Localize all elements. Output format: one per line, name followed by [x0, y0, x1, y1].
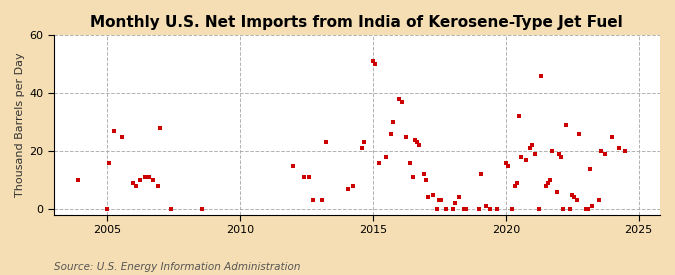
- Point: [104, 161, 115, 165]
- Point: [166, 207, 177, 211]
- Point: [348, 184, 358, 188]
- Point: [288, 163, 298, 168]
- Point: [414, 143, 425, 148]
- Point: [308, 198, 319, 203]
- Point: [545, 178, 556, 182]
- Point: [614, 146, 624, 150]
- Point: [418, 172, 429, 177]
- Point: [474, 207, 485, 211]
- Point: [507, 207, 518, 211]
- Point: [571, 198, 582, 203]
- Point: [387, 120, 398, 124]
- Point: [556, 155, 566, 159]
- Point: [580, 207, 591, 211]
- Point: [434, 198, 445, 203]
- Title: Monthly U.S. Net Imports from India of Kerosene-Type Jet Fuel: Monthly U.S. Net Imports from India of K…: [90, 15, 623, 30]
- Point: [583, 207, 593, 211]
- Point: [547, 149, 558, 153]
- Point: [432, 207, 443, 211]
- Point: [529, 152, 540, 156]
- Point: [540, 184, 551, 188]
- Point: [421, 178, 431, 182]
- Point: [412, 140, 423, 145]
- Point: [567, 192, 578, 197]
- Point: [574, 131, 585, 136]
- Point: [450, 201, 460, 205]
- Point: [317, 198, 327, 203]
- Point: [423, 195, 433, 200]
- Point: [565, 207, 576, 211]
- Point: [491, 207, 502, 211]
- Point: [108, 129, 119, 133]
- Point: [520, 158, 531, 162]
- Point: [401, 134, 412, 139]
- Point: [407, 175, 418, 179]
- Point: [543, 181, 554, 185]
- Point: [73, 178, 84, 182]
- Point: [512, 181, 522, 185]
- Point: [534, 207, 545, 211]
- Point: [144, 175, 155, 179]
- Point: [558, 207, 569, 211]
- Point: [343, 186, 354, 191]
- Text: Source: U.S. Energy Information Administration: Source: U.S. Energy Information Administ…: [54, 262, 300, 272]
- Point: [476, 172, 487, 177]
- Point: [139, 175, 150, 179]
- Point: [607, 134, 618, 139]
- Point: [554, 152, 564, 156]
- Point: [516, 155, 526, 159]
- Point: [148, 178, 159, 182]
- Point: [356, 146, 367, 150]
- Point: [524, 146, 535, 150]
- Y-axis label: Thousand Barrels per Day: Thousand Barrels per Day: [15, 53, 25, 197]
- Point: [197, 207, 208, 211]
- Point: [385, 131, 396, 136]
- Point: [500, 161, 511, 165]
- Point: [560, 123, 571, 127]
- Point: [551, 189, 562, 194]
- Point: [130, 184, 141, 188]
- Point: [153, 184, 163, 188]
- Point: [155, 126, 165, 130]
- Point: [441, 207, 452, 211]
- Point: [358, 140, 369, 145]
- Point: [527, 143, 538, 148]
- Point: [436, 198, 447, 203]
- Point: [303, 175, 314, 179]
- Point: [370, 62, 381, 67]
- Point: [128, 181, 139, 185]
- Point: [536, 74, 547, 78]
- Point: [460, 207, 471, 211]
- Point: [585, 166, 595, 171]
- Point: [509, 184, 520, 188]
- Point: [600, 152, 611, 156]
- Point: [405, 161, 416, 165]
- Point: [135, 178, 146, 182]
- Point: [593, 198, 604, 203]
- Point: [458, 207, 469, 211]
- Point: [374, 161, 385, 165]
- Point: [620, 149, 631, 153]
- Point: [427, 192, 438, 197]
- Point: [595, 149, 606, 153]
- Point: [447, 207, 458, 211]
- Point: [367, 59, 378, 64]
- Point: [569, 195, 580, 200]
- Point: [321, 140, 331, 145]
- Point: [101, 207, 112, 211]
- Point: [454, 195, 464, 200]
- Point: [410, 137, 421, 142]
- Point: [514, 114, 524, 119]
- Point: [299, 175, 310, 179]
- Point: [587, 204, 597, 208]
- Point: [381, 155, 392, 159]
- Point: [396, 100, 407, 104]
- Point: [117, 134, 128, 139]
- Point: [394, 97, 405, 101]
- Point: [481, 204, 491, 208]
- Point: [503, 163, 514, 168]
- Point: [485, 207, 495, 211]
